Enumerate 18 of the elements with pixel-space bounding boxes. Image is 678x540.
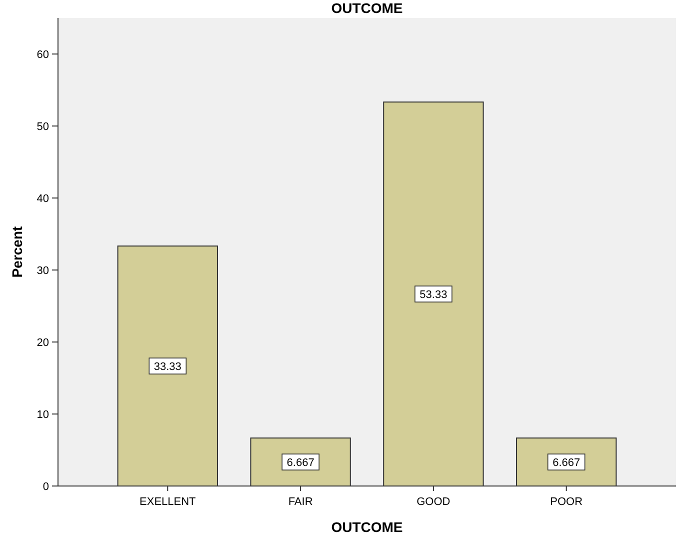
- chart-title: OUTCOME: [331, 0, 403, 16]
- y-tick-label: 30: [36, 265, 49, 277]
- x-tick-label: FAIR: [288, 496, 313, 508]
- x-tick-label: EXELLENT: [140, 496, 196, 508]
- data-label: 33.33: [154, 361, 182, 374]
- x-tick-label: GOOD: [416, 496, 450, 508]
- data-label: 53.33: [420, 289, 448, 302]
- y-tick-label: 50: [36, 121, 49, 133]
- y-tick-label: 10: [36, 409, 49, 421]
- y-axis-title: Percent: [9, 226, 25, 278]
- y-tick-label: 20: [36, 337, 49, 349]
- y-tick-label: 0: [42, 481, 49, 493]
- data-label: 6.667: [286, 457, 314, 469]
- x-tick-label: POOR: [550, 496, 583, 508]
- x-axis-title: OUTCOME: [331, 519, 403, 535]
- y-tick-label: 40: [36, 193, 49, 205]
- data-label: 6.667: [552, 457, 580, 469]
- y-tick-label: 60: [36, 49, 49, 61]
